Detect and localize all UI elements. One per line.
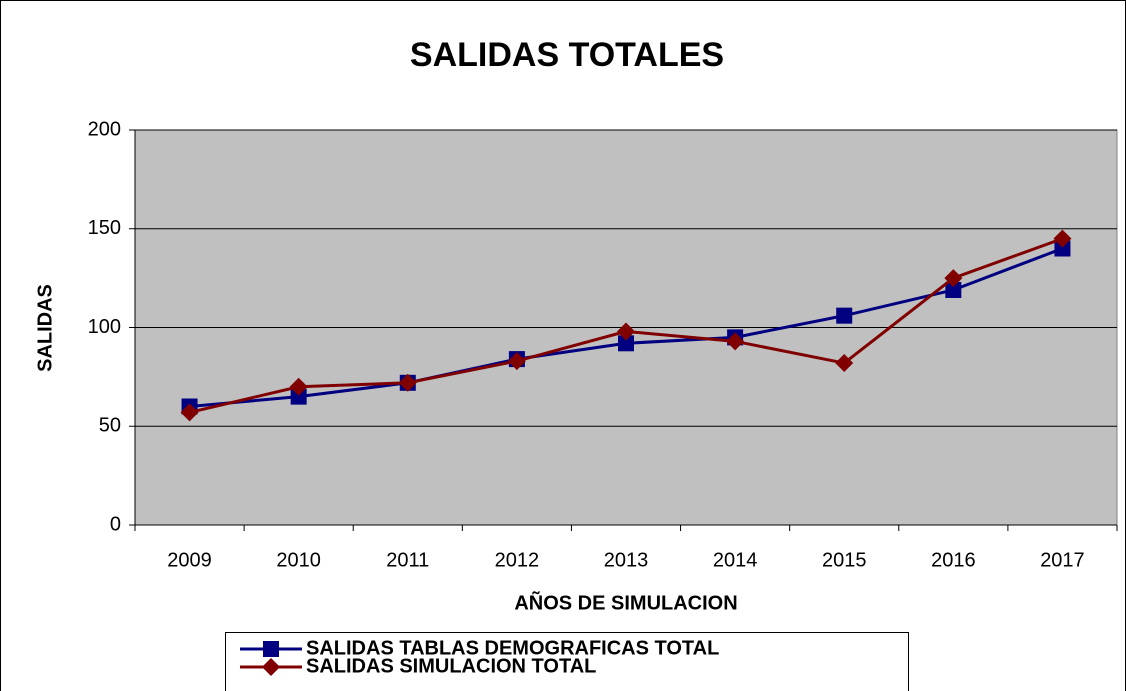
marker — [1054, 240, 1071, 257]
y-tick-label: 150 — [88, 217, 121, 239]
marker — [507, 352, 526, 371]
x-tick-label: 2017 — [1040, 549, 1085, 571]
marker — [836, 307, 853, 324]
marker — [945, 281, 962, 298]
marker — [944, 269, 963, 288]
y-tick-label: 50 — [99, 415, 121, 437]
marker — [289, 377, 308, 396]
y-axis-label: SALIDAS — [34, 284, 56, 372]
marker — [263, 641, 279, 657]
x-tick-label: 2011 — [386, 549, 429, 571]
x-tick-label: 2009 — [167, 549, 212, 571]
legend-label: SALIDAS TABLAS DEMOGRAFICAS TOTAL — [306, 637, 719, 659]
marker — [617, 322, 635, 341]
marker — [726, 332, 745, 351]
marker — [262, 658, 280, 676]
legend-label: SALIDAS SIMULACION TOTAL — [306, 655, 596, 677]
x-tick-label: 2016 — [931, 549, 976, 571]
marker — [835, 354, 854, 373]
x-tick-label: 2015 — [822, 549, 867, 571]
marker — [290, 388, 307, 405]
marker — [398, 373, 417, 392]
x-tick-label: 2013 — [604, 549, 649, 571]
marker — [618, 335, 634, 352]
legend-box — [225, 632, 909, 691]
y-tick-label: 200 — [88, 118, 121, 140]
chart-title: SALIDAS TOTALES — [410, 36, 724, 74]
x-tick-label: 2014 — [713, 549, 758, 571]
x-axis-label: AÑOS DE SIMULACION — [514, 591, 737, 614]
marker — [1053, 229, 1072, 248]
y-tick-label: 0 — [110, 513, 121, 535]
y-tick-label: 100 — [88, 316, 121, 338]
x-tick-label: 2010 — [276, 549, 321, 571]
marker — [180, 403, 199, 422]
x-tick-label: 2012 — [495, 549, 540, 571]
